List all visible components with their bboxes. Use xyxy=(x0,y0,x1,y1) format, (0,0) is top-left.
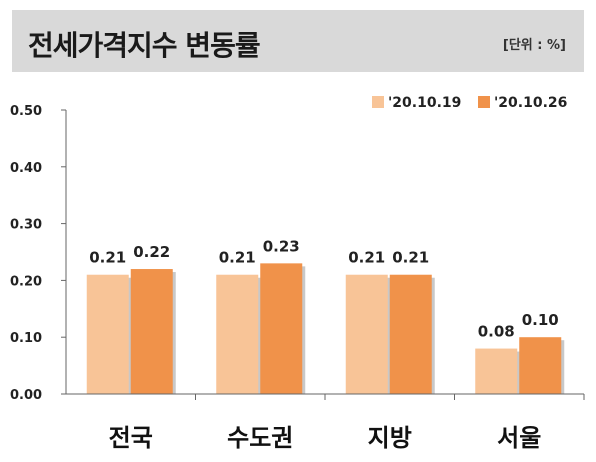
data-label: 0.21 xyxy=(392,249,429,267)
data-label: 0.21 xyxy=(89,249,126,267)
y-tick-label: 0.10 xyxy=(10,331,42,346)
y-tick-label: 0.50 xyxy=(10,104,42,119)
bar xyxy=(519,337,562,394)
chart-header: 전세가격지수 변동률 [단위 : %] xyxy=(12,10,584,72)
x-tick-label: 지방 xyxy=(368,424,412,452)
data-label: 0.21 xyxy=(219,249,256,267)
bar xyxy=(216,274,259,394)
chart-title: 전세가격지수 변동률 xyxy=(28,29,261,62)
bar xyxy=(475,348,518,394)
legend-label: '20.10.19 xyxy=(388,95,461,111)
y-tick-label: 0.40 xyxy=(10,161,42,176)
y-tick-label: 0.00 xyxy=(10,388,42,403)
y-tick-label: 0.20 xyxy=(10,274,42,289)
x-tick-label: 수도권 xyxy=(227,424,293,452)
y-tick-label: 0.30 xyxy=(10,218,42,233)
bar xyxy=(389,274,432,394)
data-label: 0.10 xyxy=(522,311,559,329)
data-label: 0.23 xyxy=(263,237,300,255)
data-label: 0.21 xyxy=(348,249,385,267)
data-label: 0.22 xyxy=(133,243,170,261)
data-label: 0.08 xyxy=(478,323,515,341)
bars: 0.21 0.22 0.21 0.23 0.21 0.21 0.08 0.10 xyxy=(86,237,565,394)
bar xyxy=(345,274,388,394)
x-tick-label: 서울 xyxy=(497,424,541,452)
legend-label: '20.10.26 xyxy=(494,95,567,111)
bar xyxy=(86,274,129,394)
legend-swatch xyxy=(478,96,490,108)
bar xyxy=(260,263,303,394)
legend-swatch xyxy=(372,96,384,108)
unit-label: [단위 : %] xyxy=(502,38,566,53)
legend: '20.10.19 '20.10.26 xyxy=(372,95,567,111)
bar xyxy=(130,269,173,394)
y-axis: 0.00 0.10 0.20 0.30 0.40 0.50 xyxy=(10,104,67,403)
x-tick-label: 전국 xyxy=(109,424,153,452)
x-axis: 전국 수도권 지방 서울 xyxy=(66,393,585,452)
